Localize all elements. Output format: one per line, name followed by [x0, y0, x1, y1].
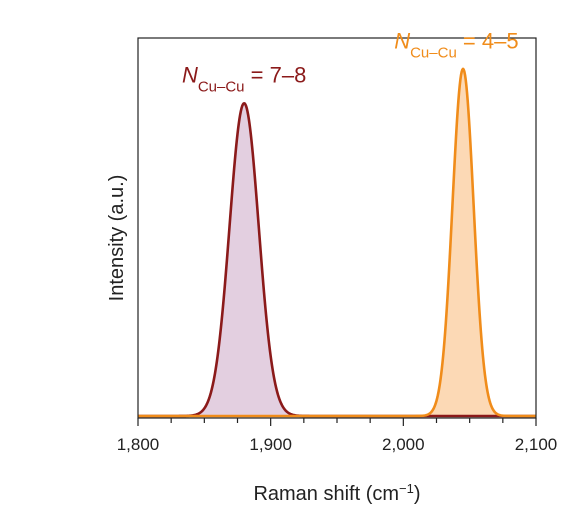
y-axis-label: Intensity (a.u.)	[106, 175, 128, 302]
x-tick-label: 2,100	[515, 435, 558, 454]
x-tick-label: 2,000	[382, 435, 425, 454]
x-tick-label: 1,900	[249, 435, 292, 454]
peak-annotation-1: NCu–Cu = 7–8	[182, 63, 306, 96]
peak-fills	[138, 68, 536, 417]
x-axis-label-sup: −1	[399, 481, 414, 496]
annotation-subscript: Cu–Cu	[410, 44, 457, 61]
annotation-value: = 4–5	[457, 28, 519, 53]
peak-fill-2	[138, 68, 536, 417]
annotation-symbol: N	[394, 28, 410, 53]
annotation-value: = 7–8	[245, 63, 307, 88]
peak-annotation-2: NCu–Cu = 4–5	[394, 28, 518, 61]
x-axis-label: Raman shift (cm−1)	[253, 481, 420, 506]
peak-lines	[137, 67, 537, 418]
peak-fill-1	[138, 103, 536, 416]
annotation-subscript: Cu–Cu	[198, 78, 245, 95]
x-tick-label: 1,800	[117, 435, 160, 454]
annotation-symbol: N	[182, 63, 198, 88]
series-line-2	[137, 67, 537, 418]
x-ticks	[137, 418, 537, 426]
x-tick-labels: 1,800 1,900 2,000 2,100	[117, 435, 558, 454]
x-axis-label-main: Raman shift (cm	[253, 483, 399, 505]
x-axis-label-suffix: )	[414, 483, 421, 505]
